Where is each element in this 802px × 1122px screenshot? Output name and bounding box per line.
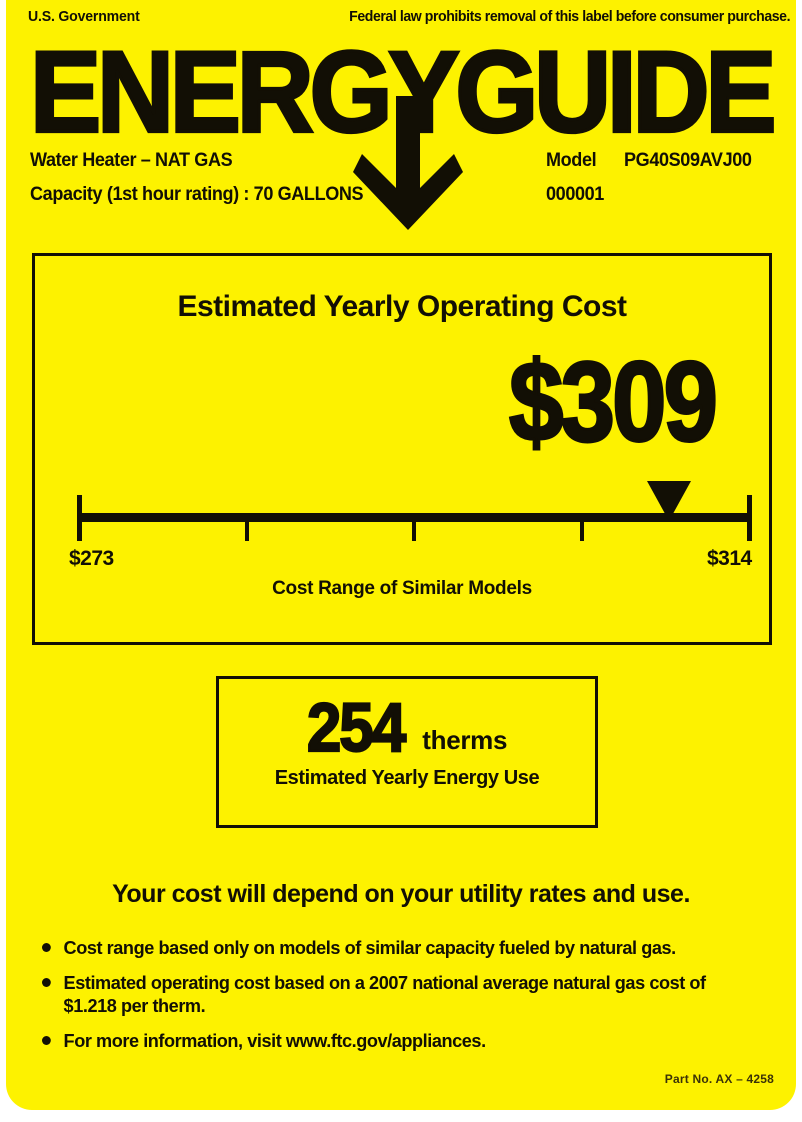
list-item: Estimated operating cost based on a 2007… xyxy=(42,971,748,1017)
model-label: Model xyxy=(546,150,597,171)
operating-cost-box: Estimated Yearly Operating Cost $309 $27… xyxy=(32,253,772,645)
energy-use-box: 254 therms Estimated Yearly Energy Use xyxy=(216,676,598,828)
cost-range-tick xyxy=(579,522,584,541)
cost-range-scale: $273 $314 xyxy=(35,481,769,570)
bullet-dot-icon xyxy=(42,1036,51,1045)
model-number: 000001 xyxy=(546,184,604,205)
cost-range-tick xyxy=(244,522,249,541)
cost-range-caption: Cost Range of Similar Models xyxy=(272,578,532,599)
footnote-text: For more information, visit www.ftc.gov/… xyxy=(63,1030,487,1051)
cost-marker-triangle-icon xyxy=(646,481,691,521)
footnote-list: Cost range based only on models of simil… xyxy=(42,936,762,1064)
energy-use-unit: therms xyxy=(422,725,508,755)
energyguide-label: U.S. Government Federal law prohibits re… xyxy=(6,0,796,1110)
list-item: For more information, visit www.ftc.gov/… xyxy=(42,1029,748,1052)
bullet-dot-icon xyxy=(42,978,51,987)
footnote-text: Estimated operating cost based on a 2007… xyxy=(63,972,707,1016)
energy-use-row: 254 therms xyxy=(219,689,595,767)
cost-range-right-end xyxy=(747,495,752,541)
bullet-dot-icon xyxy=(42,943,51,952)
operating-cost-amount: $309 xyxy=(508,337,720,465)
down-arrow-icon xyxy=(353,96,463,230)
cost-range-high-label: $314 xyxy=(707,547,752,570)
energy-use-value: 254 xyxy=(306,689,407,767)
cost-disclaimer: Your cost will depend on your utility ra… xyxy=(112,880,690,908)
label-header-row: U.S. Government Federal law prohibits re… xyxy=(6,8,796,30)
cost-range-low-label: $273 xyxy=(69,547,114,570)
part-number: Part No. AX – 4258 xyxy=(664,1072,774,1086)
energy-use-caption: Estimated Yearly Energy Use xyxy=(274,767,540,789)
product-capacity: Capacity (1st hour rating) : 70 GALLONS xyxy=(30,184,364,205)
list-item: Cost range based only on models of simil… xyxy=(42,936,748,959)
product-info: Water Heater – NAT GAS Capacity (1st hou… xyxy=(6,150,796,222)
operating-cost-title: Estimated Yearly Operating Cost xyxy=(177,290,627,323)
footnote-text: Cost range based only on models of simil… xyxy=(63,937,677,958)
agency-text: U.S. Government xyxy=(28,8,140,25)
model-value: PG40S09AVJ00 xyxy=(624,150,752,171)
product-type: Water Heater – NAT GAS xyxy=(30,150,233,171)
cost-range-left-end xyxy=(77,495,82,541)
cost-range-tick xyxy=(412,522,416,541)
legal-notice-text: Federal law prohibits removal of this la… xyxy=(349,8,790,25)
cost-range-bar xyxy=(79,513,749,522)
